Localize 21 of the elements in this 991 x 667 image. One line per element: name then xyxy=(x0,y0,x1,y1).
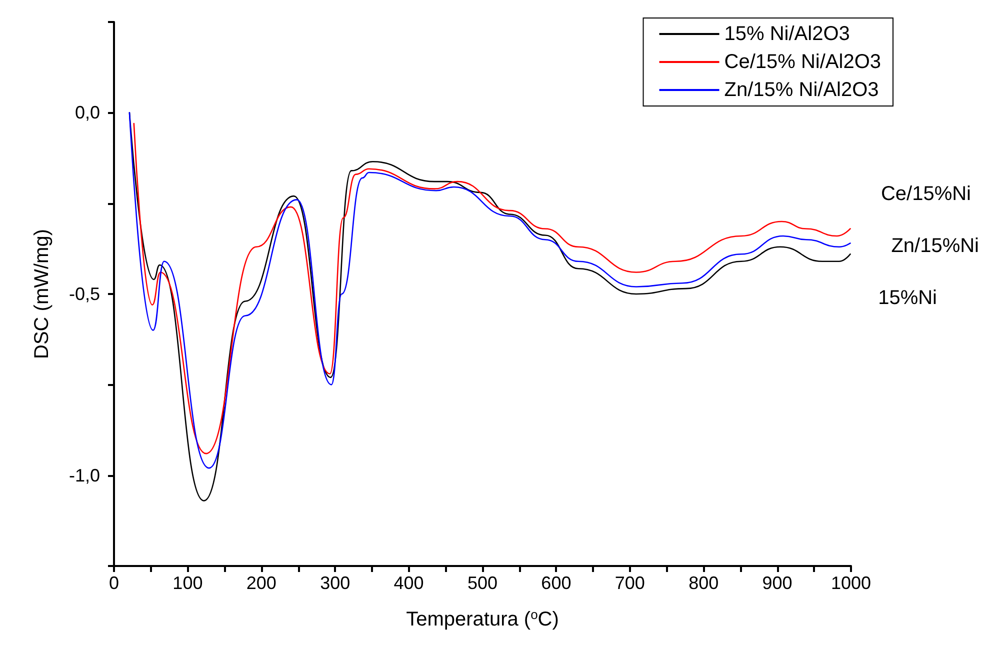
x-tick-label: 800 xyxy=(688,573,719,593)
x-tick-label: 100 xyxy=(172,573,203,593)
text: Ce/15%Ni xyxy=(880,183,972,205)
y-axis-title: DSC (mW/mg) xyxy=(31,229,53,359)
text: Zn/15%Ni xyxy=(891,235,979,257)
x-tick-label: 600 xyxy=(541,573,572,593)
x-tick-label: 300 xyxy=(320,573,350,593)
x-tick-label: 400 xyxy=(394,573,424,593)
legend-label: 15% Ni/Al2O3 xyxy=(724,23,850,45)
x-tick-label: 1000 xyxy=(830,573,872,593)
x-tick-label: 900 xyxy=(762,573,792,593)
y-tick-label: -1,0 xyxy=(68,465,100,486)
text: 15%Ni xyxy=(878,287,938,309)
x-tick-label: 200 xyxy=(246,573,276,593)
x-tick-label: 0 xyxy=(108,573,120,593)
legend-label: Zn/15% Ni/Al2O3 xyxy=(724,79,879,101)
y-tick-label: -0,5 xyxy=(68,284,100,304)
x-tick-label: 500 xyxy=(467,573,498,593)
legend-label: Ce/15% Ni/Al2O3 xyxy=(724,51,882,73)
y-tick-label: 0,0 xyxy=(74,102,100,123)
x-tick-label: 700 xyxy=(614,573,645,593)
